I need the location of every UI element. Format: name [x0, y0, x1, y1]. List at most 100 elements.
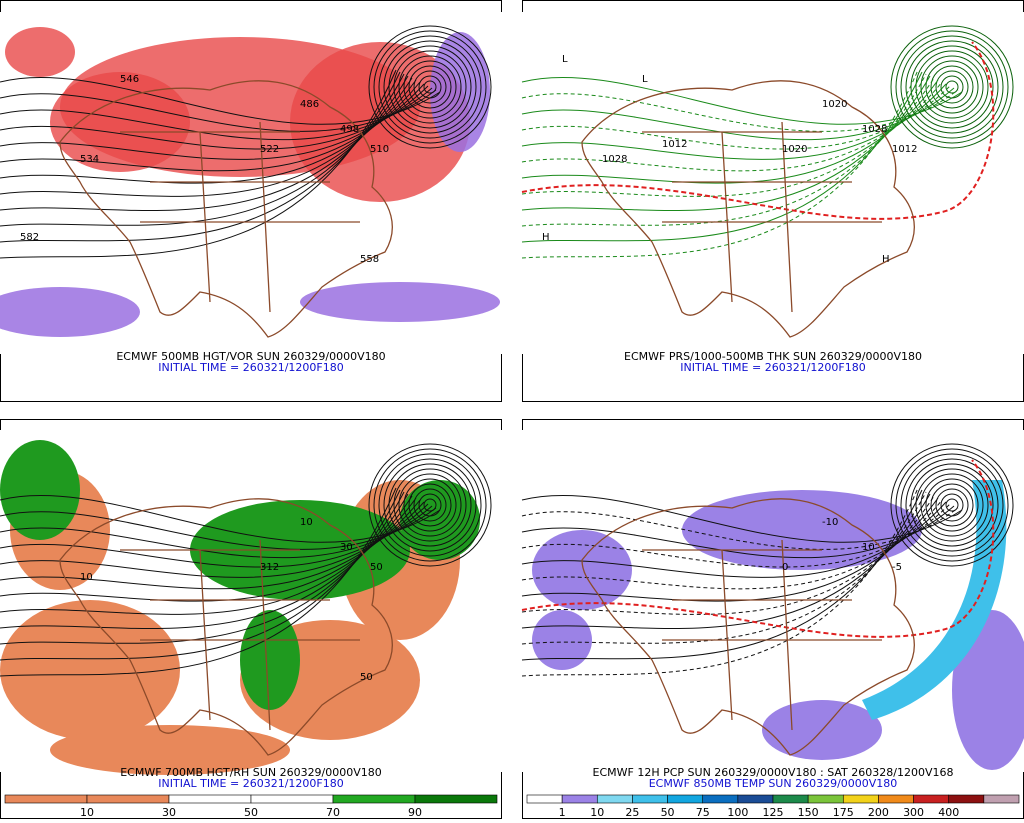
contour	[910, 45, 994, 129]
contour	[388, 463, 472, 547]
contour	[900, 35, 1004, 139]
contour	[935, 70, 969, 104]
contour	[521, 487, 919, 677]
panel-subtitle: INITIAL TIME = 260321/1200F180	[158, 361, 343, 374]
colorbar-label: 200	[868, 806, 889, 819]
contour	[418, 493, 442, 517]
colorbar-label: 300	[903, 806, 924, 819]
contour	[418, 75, 442, 99]
colorbar-swatch	[807, 794, 844, 804]
contour	[521, 71, 923, 243]
colorbar-swatch	[913, 794, 950, 804]
contour	[521, 85, 951, 150]
colorbar-swatch	[632, 794, 668, 804]
panel: 486 498 510 522 534 558 582 546 ECMWF 500MB HGT/…	[0, 0, 502, 402]
colorbar-label: 10	[590, 806, 604, 819]
contour-label: 510	[370, 144, 389, 155]
contour	[521, 77, 935, 197]
colorbar-swatch	[4, 794, 88, 804]
colorbar-label: 30	[162, 806, 176, 819]
dry-field	[0, 600, 180, 740]
contour	[388, 45, 472, 129]
contour	[368, 25, 492, 149]
vorticity-field	[300, 282, 500, 322]
colorbar-label: 25	[625, 806, 639, 819]
contour	[0, 495, 441, 543]
colorbar-label: 400	[938, 806, 959, 819]
contour	[398, 55, 462, 119]
contour-label: L	[642, 74, 648, 85]
contour-label: 522	[260, 144, 279, 155]
panel-subtitle: INITIAL TIME = 260321/1200F180	[680, 361, 865, 374]
colorbar-label: 1	[559, 806, 566, 819]
contour	[521, 495, 935, 615]
contour	[393, 468, 467, 542]
colorbar-swatch	[983, 794, 1020, 804]
contour	[521, 499, 943, 590]
panel: 1020 1028 1012 1020 1028 H H L L 1012 ECMWF PRS/10…	[521, 0, 1024, 402]
contour	[413, 488, 447, 522]
contour	[920, 55, 984, 119]
contour-label: -10	[822, 517, 838, 528]
colorbar-swatch	[772, 794, 809, 804]
colorbar-label: 75	[696, 806, 710, 819]
colorbar-swatch	[526, 794, 563, 804]
colorbar-label: 150	[798, 806, 819, 819]
contour	[521, 495, 963, 543]
colorbar-swatch	[414, 794, 498, 804]
contour	[945, 498, 959, 512]
colorbar-swatch	[332, 794, 416, 804]
contour	[521, 503, 951, 568]
contour-label: 50	[360, 672, 373, 683]
contour	[940, 493, 964, 517]
contour-label: -5	[892, 562, 902, 573]
contour	[408, 483, 452, 527]
contour	[890, 443, 1014, 567]
contour	[905, 40, 999, 134]
contour-label: 1020	[782, 144, 807, 155]
contour-label: 0	[782, 562, 788, 573]
vorticity-field	[50, 72, 190, 172]
contour	[521, 81, 943, 172]
contour	[521, 69, 919, 259]
colorbar-label: 100	[727, 806, 748, 819]
colorbar-swatch	[561, 794, 598, 804]
panel-title: ECMWF 12H PCP SUN 260329/0000V180 : SAT …	[593, 766, 954, 779]
contour-label: 312	[260, 562, 279, 573]
contour	[895, 448, 1009, 562]
contour	[930, 65, 974, 109]
contour	[890, 25, 1014, 149]
colorbar-swatch	[667, 794, 704, 804]
colorbar-label: 50	[661, 806, 675, 819]
contour-label: 10	[862, 542, 875, 553]
colorbar-label: 175	[833, 806, 854, 819]
contour	[423, 498, 437, 512]
contour	[413, 70, 447, 104]
panel-title: ECMWF PRS/1000-500MB THK SUN 260329/0000…	[624, 350, 922, 363]
moist-field	[240, 610, 300, 710]
precip-field	[532, 530, 632, 610]
contour-label: H	[542, 232, 550, 243]
contour-label: 498	[340, 124, 359, 135]
colorbar-swatch	[250, 794, 334, 804]
contour	[895, 30, 1009, 144]
colorbar-swatch	[702, 794, 739, 804]
contour	[521, 75, 931, 211]
colorbar-label: 10	[80, 806, 94, 819]
precip-field	[532, 610, 592, 670]
precip-band	[862, 480, 1007, 720]
contour-label: 1028	[602, 154, 627, 165]
contour-label: H	[882, 254, 890, 265]
panel-title: ECMWF 500MB HGT/VOR SUN 260329/0000V180	[116, 350, 385, 363]
contour	[935, 488, 969, 522]
dry-field	[50, 725, 290, 775]
colorbar-label: 50	[244, 806, 258, 819]
map: 1020 1028 1012 1020 1028 H H L L 1012	[521, 12, 1024, 354]
contour	[925, 60, 979, 114]
colorbar: 10 30 50 70 90	[4, 794, 498, 819]
panel-subtitle: INITIAL TIME = 260321/1200F180	[158, 777, 343, 790]
colorbar-label: 70	[326, 806, 340, 819]
contour	[925, 478, 979, 532]
contour	[905, 458, 999, 552]
